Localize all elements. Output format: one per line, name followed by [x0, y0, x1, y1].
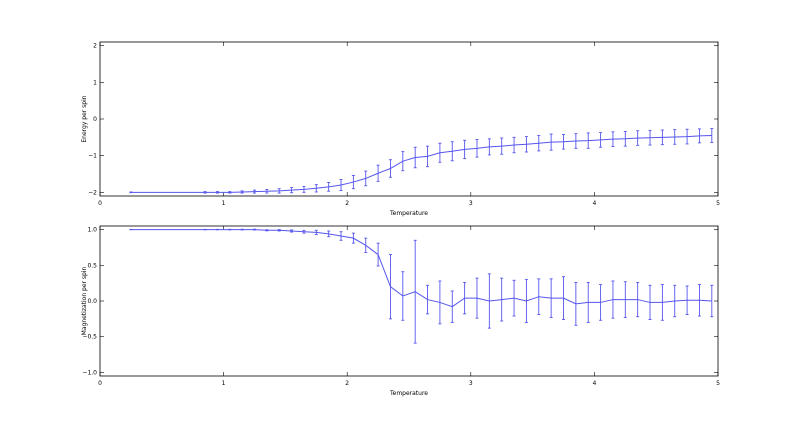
energy-x-tick-label: 1 — [222, 200, 226, 207]
magnetization-y-tick-label: 0.0 — [87, 298, 97, 305]
magnetization-x-tick-label: 4 — [592, 380, 596, 387]
magnetization-x-tick-label: 0 — [98, 380, 102, 387]
energy-y-tick-label: 0 — [93, 116, 97, 123]
magnetization-x-tick-label: 2 — [345, 380, 349, 387]
energy-axes: 0 1 2 3 4 5 −2 −1 0 1 2 Temperature Energy per spin — [81, 41, 720, 217]
magnetization-y-tick-label: −1.0 — [82, 369, 97, 376]
energy-x-tick-label: 5 — [716, 200, 720, 207]
magnetization-series-line — [130, 229, 712, 308]
magnetization-axes: 0 1 2 3 4 5 −1.0 −0.5 0.0 0.5 1.0 Temperature Magnet… — [81, 225, 720, 397]
energy-y-tick-label: −2 — [88, 189, 97, 196]
energy-x-axis-label: Temperature — [389, 210, 428, 217]
energy-x-tick-label: 4 — [592, 200, 596, 207]
energy-x-tick-label: 2 — [345, 200, 349, 207]
energy-x-tick-label: 0 — [98, 200, 102, 207]
energy-y-tick-label: 1 — [93, 79, 97, 86]
magnetization-y-tick-label: 0.5 — [87, 262, 97, 269]
magnetization-x-tick-label: 3 — [469, 380, 473, 387]
energy-x-tick-label: 3 — [469, 200, 473, 207]
energy-y-tick-label: 2 — [93, 43, 97, 50]
magnetization-y-tick-label: −0.5 — [82, 334, 97, 341]
energy-y-axis-label: Energy per spin — [81, 95, 88, 142]
magnetization-y-tick-label: 1.0 — [87, 227, 97, 234]
magnetization-x-tick-label: 1 — [222, 380, 226, 387]
energy-series-line — [130, 135, 712, 193]
energy-y-tick-label: −1 — [88, 153, 97, 160]
magnetization-x-axis-label: Temperature — [389, 390, 428, 397]
magnetization-x-tick-label: 5 — [716, 380, 720, 387]
magnetization-y-axis-label: Magnetization per spin — [81, 266, 88, 335]
